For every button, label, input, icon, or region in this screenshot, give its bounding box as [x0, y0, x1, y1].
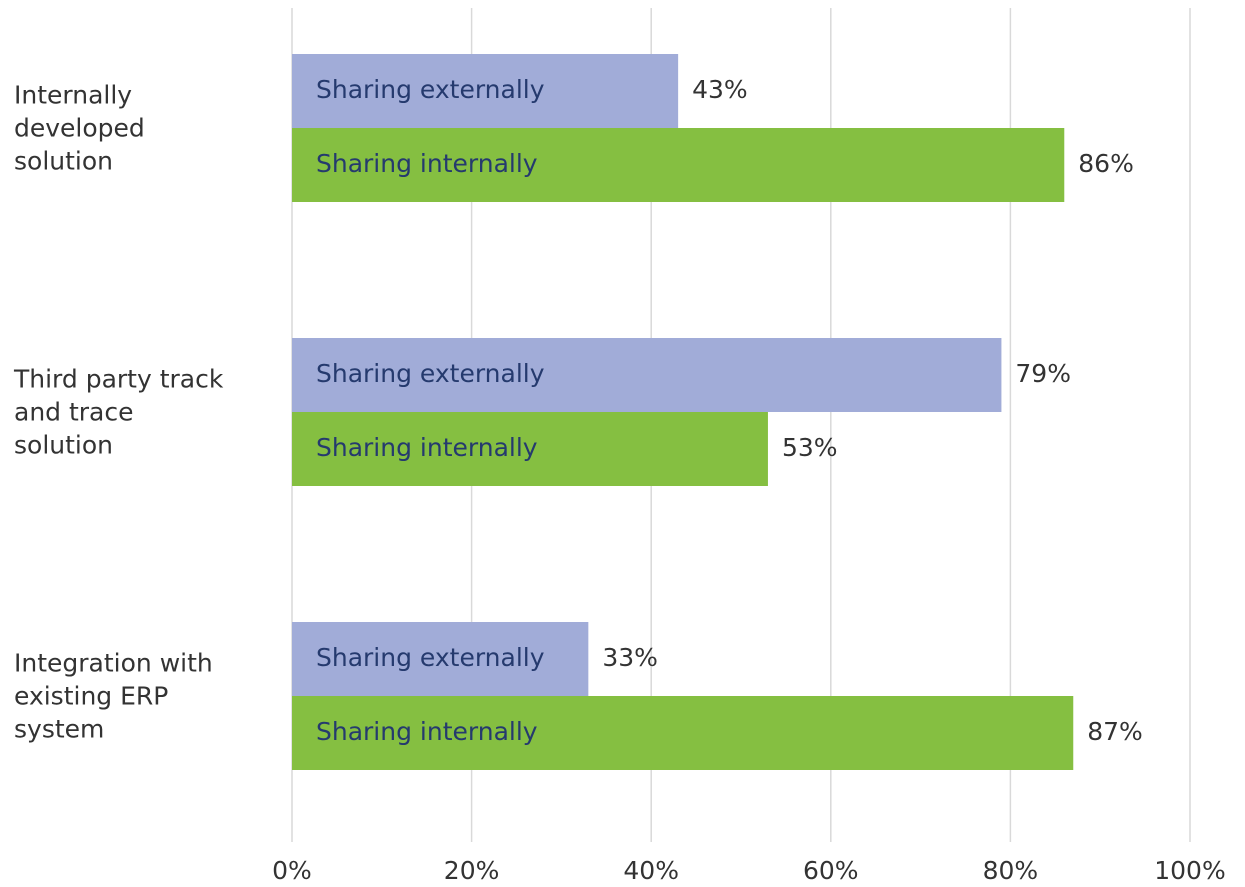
bar — [292, 128, 1065, 202]
value-label: 86% — [1078, 149, 1134, 178]
value-label: 79% — [1015, 359, 1071, 388]
bar-series-label: Sharing internally — [316, 717, 538, 746]
bar-series-label: Sharing internally — [316, 433, 538, 462]
category-label: Integration with existing ERP system — [14, 648, 213, 744]
category-label: Third party track and trace solution — [14, 364, 224, 460]
bar — [292, 622, 589, 696]
bar — [292, 696, 1074, 770]
value-label: 43% — [692, 75, 748, 104]
x-tick-label: 40% — [623, 856, 679, 885]
x-tick-label: 80% — [983, 856, 1039, 885]
category-label: Internally developed solution — [14, 80, 145, 176]
bar-series-label: Sharing externally — [316, 359, 545, 388]
bar — [292, 338, 1002, 412]
value-label: 87% — [1087, 717, 1143, 746]
bar-series-label: Sharing externally — [316, 643, 545, 672]
bar — [292, 412, 768, 486]
bar-series-label: Sharing internally — [316, 149, 538, 178]
x-tick-label: 0% — [272, 856, 312, 885]
value-label: 53% — [782, 433, 838, 462]
x-tick-label: 20% — [444, 856, 500, 885]
value-label: 33% — [602, 643, 658, 672]
x-tick-label: 60% — [803, 856, 859, 885]
bar-series-label: Sharing externally — [316, 75, 545, 104]
bar — [292, 54, 679, 128]
x-tick-label: 100% — [1154, 856, 1225, 885]
